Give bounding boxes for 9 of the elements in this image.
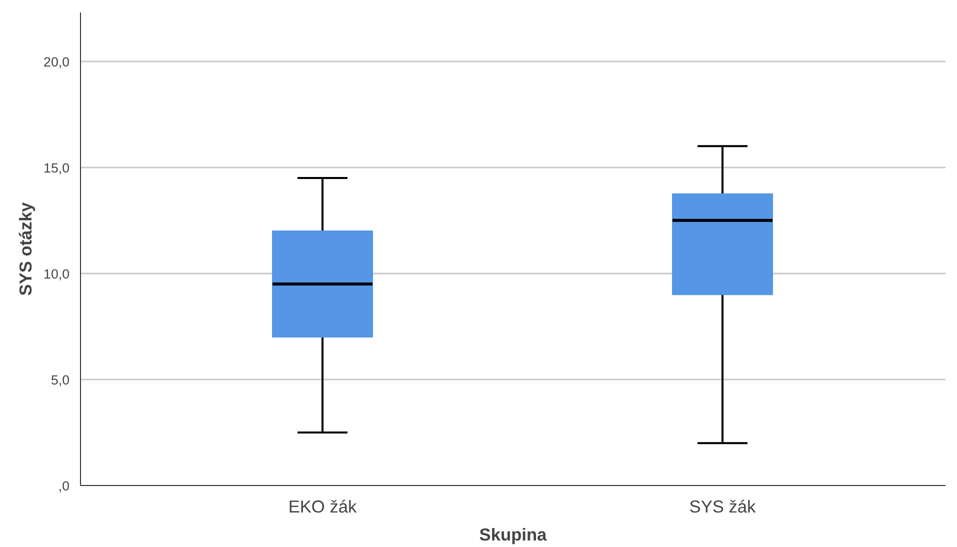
y-tick-label: 15,0 [44, 160, 70, 176]
y-tick-label: 10,0 [44, 266, 70, 282]
y-tick-label: 5,0 [50, 372, 70, 388]
x-tick-label: SYS žák [689, 496, 756, 516]
y-axis-title: SYS otázky [16, 202, 36, 296]
y-tick-label: ,0 [58, 478, 70, 494]
x-tick-label: EKO žák [288, 496, 358, 516]
x-axis-title: Skupina [479, 524, 548, 544]
y-tick-label: 20,0 [44, 54, 70, 70]
